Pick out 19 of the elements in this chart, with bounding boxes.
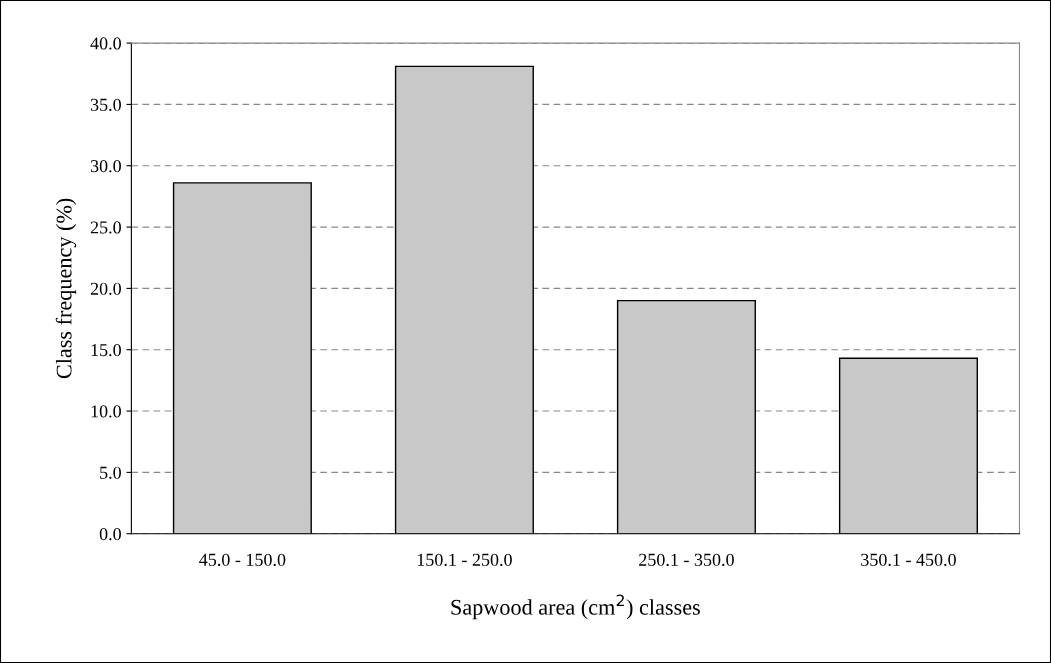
- bar: [838, 357, 978, 534]
- y-tick-label: 10.0: [91, 405, 121, 418]
- bar: [172, 182, 312, 534]
- x-tick-label: 150.1 - 250.0: [417, 553, 512, 566]
- y-tick-label: 35.0: [90, 98, 121, 111]
- x-tick-label: 250.1 - 350.0: [639, 553, 734, 566]
- y-axis-title: Class frequency (%): [55, 198, 77, 379]
- bar: [394, 65, 534, 534]
- y-tick-label: 20.0: [90, 282, 121, 295]
- y-tick-label: 25.0: [90, 221, 121, 234]
- y-tick-label: 5.0: [100, 466, 121, 479]
- y-tick-label: 30.0: [90, 160, 121, 173]
- y-tick-label: 40.0: [90, 37, 121, 50]
- x-tick-label: 350.1 - 450.0: [861, 553, 956, 566]
- y-tick-label: 0.0: [99, 527, 121, 541]
- x-tick-label: 45.0 - 150.0: [199, 553, 286, 566]
- x-axis-title: Sapwood area (cm$^{2}$) classes: [451, 594, 700, 620]
- bar: [616, 299, 756, 534]
- y-tick-label: 15.0: [91, 343, 121, 357]
